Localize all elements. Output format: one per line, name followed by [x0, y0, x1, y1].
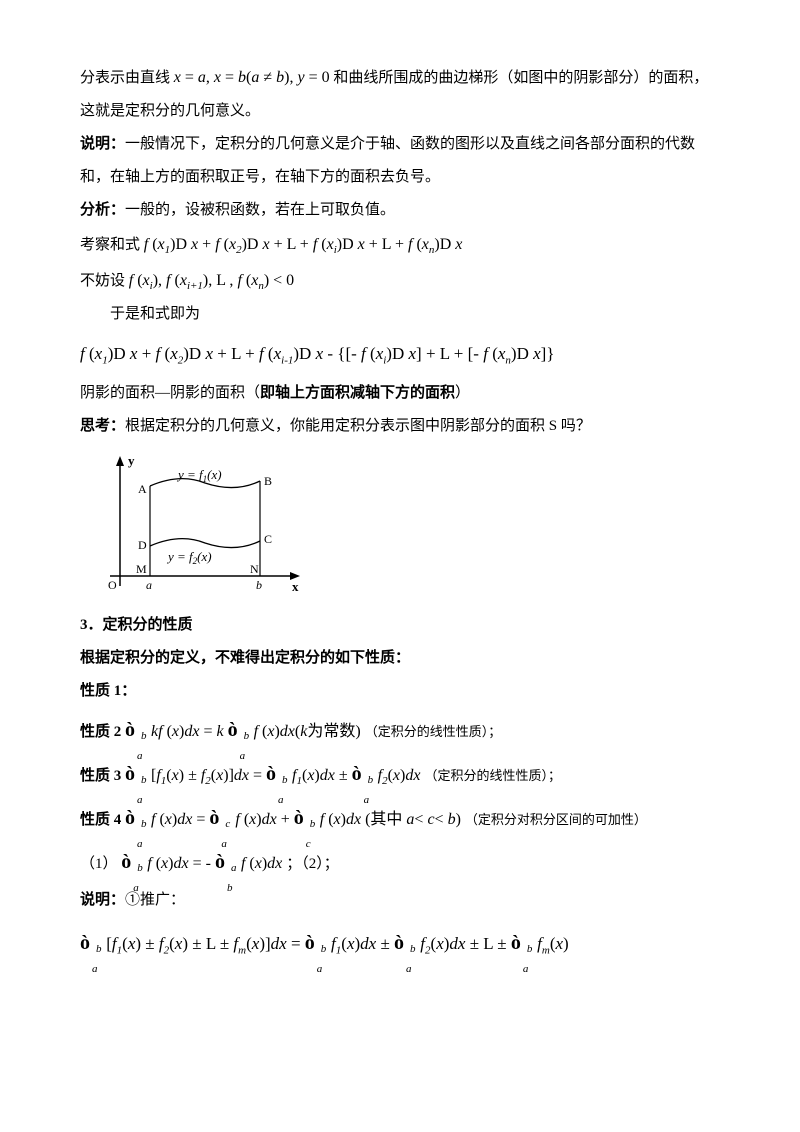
figure-svg: y x O A B C D M N y = f1(x) y = f2(x) a … [100, 451, 310, 601]
p2-label: 说明： [80, 136, 125, 152]
prop4-label: 性质 4 [80, 812, 125, 828]
p8-text1: 阴影的面积—阴影的面积（ [80, 385, 260, 401]
para-explanation: 说明：一般情况下，定积分的几何意义是介于轴、函数的图形以及直线之间各部分面积的代… [80, 128, 720, 194]
figure-shaded-region: y x O A B C D M N y = f1(x) y = f2(x) a … [100, 451, 720, 601]
sum-expanded-math: f (x1)D x + f (x2)D x + L + f (xi-1)D x … [80, 335, 720, 373]
para-think: 思考：根据定积分的几何意义，你能用定积分表示图中阴影部分的面积 S 吗？ [80, 410, 720, 443]
para-shuoming: 说明：①推广： [80, 884, 720, 917]
para-geometric-meaning: 分表示由直线 x = a, x = b(a ≠ b), y = 0 和曲线所围成… [80, 60, 720, 128]
para-therefore: 于是和式即为 [80, 298, 720, 331]
fig-x-label: x [292, 579, 299, 594]
section-3-intro: 根据定积分的定义，不难得出定积分的如下性质： [80, 642, 720, 675]
fig-M: M [136, 562, 147, 576]
fig-A: A [138, 482, 147, 496]
p3-text: 一般的，设被积函数，若在上可取负值。 [125, 202, 395, 218]
fig-b: b [256, 578, 262, 592]
para-assume-negative: 不妨设 f (xi), f (xi+1), L , f (xn) < 0 [80, 263, 720, 298]
fig-B: B [264, 474, 272, 488]
shuoming-label: 说明： [80, 892, 125, 908]
prop3-math: òba [f1(x) ± f2(x)]dx = òba f1(x)dx ± òb… [125, 767, 424, 784]
prop4-math: òba f (x)dx = òca f (x)dx + òbc f (x)dx … [125, 811, 465, 828]
fig-C: C [264, 532, 272, 546]
prop2-math: òba kf (x)dx = k òba f (x)dx(k为常数) [125, 723, 365, 740]
extra-text: ；（2）； [286, 856, 339, 872]
property-extra: （1） òba f (x)dx = - òab f (x)dx ；（2）； [80, 840, 720, 884]
p1-text1: 分表示由直线 [80, 70, 174, 86]
fig-f2-label: y = f2(x) [166, 549, 212, 566]
prop2-label: 性质 2 [80, 724, 125, 740]
fig-f1-label: y = f1(x) [176, 467, 222, 484]
p3-label: 分析： [80, 202, 125, 218]
para-analysis: 分析：一般的，设被积函数，若在上可取负值。 [80, 194, 720, 227]
p6-text: 于是和式即为 [110, 306, 200, 322]
prop3-label: 性质 3 [80, 768, 125, 784]
property-4: 性质 4 òba f (x)dx = òca f (x)dx + òbc f (… [80, 796, 720, 840]
property-1: 性质 1： [80, 675, 720, 708]
generalized-math: òba [f1(x) ± f2(x) ± L ± fm(x)]dx = òba … [80, 921, 720, 965]
section-3-title: 3．定积分的性质 [80, 609, 720, 642]
fig-origin: O [108, 578, 117, 592]
extra-label: （1） [80, 856, 118, 872]
p1-math: x = a, x = b(a ≠ b), y = 0 [174, 69, 330, 86]
p5-text: 不妨设 [80, 273, 129, 289]
p4-math: f (x1)D x + f (x2)D x + L + f (xi)D x + … [144, 236, 463, 253]
property-2: 性质 2 òba kf (x)dx = k òba f (x)dx(k为常数) … [80, 708, 720, 752]
p9-text: 根据定积分的几何意义，你能用定积分表示图中阴影部分的面积 S 吗？ [125, 418, 591, 434]
extra-math: òba f (x)dx = - òab f (x)dx [121, 855, 286, 872]
para-sum-expression: 考察和式 f (x1)D x + f (x2)D x + L + f (xi)D… [80, 227, 720, 262]
p4-text: 考察和式 [80, 237, 144, 253]
p8-bold: 即轴上方面积减轴下方的面积 [260, 385, 455, 401]
property-3: 性质 3 òba [f1(x) ± f2(x)]dx = òba f1(x)dx… [80, 752, 720, 796]
fig-N: N [250, 562, 259, 576]
prop4-note: （定积分对积分区间的可加性） [465, 812, 647, 827]
p8-text2: ） [455, 385, 470, 401]
p2-text: 一般情况下，定积分的几何意义是介于轴、函数的图形以及直线之间各部分面积的代数和，… [80, 136, 695, 185]
p5-math: f (xi), f (xi+1), L , f (xn) < 0 [129, 272, 294, 289]
p9-label: 思考： [80, 418, 125, 434]
prop2-note: （定积分的线性性质）； [365, 724, 502, 739]
prop3-note: （定积分的线性性质）； [424, 768, 561, 783]
para-shadow-area: 阴影的面积—阴影的面积（即轴上方面积减轴下方的面积） [80, 377, 720, 410]
fig-D: D [138, 538, 147, 552]
fig-a: a [146, 578, 152, 592]
fig-y-label: y [128, 453, 135, 468]
